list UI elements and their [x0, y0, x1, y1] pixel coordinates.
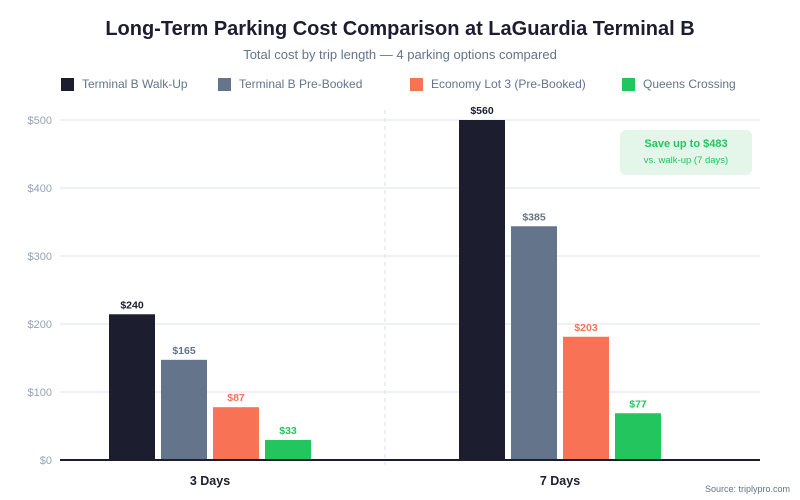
legend-label: Terminal B Pre-Booked: [239, 77, 363, 91]
data-label: $165: [172, 345, 196, 357]
bar: [109, 314, 155, 460]
legend-label: Terminal B Walk-Up: [82, 77, 188, 91]
data-label: $203: [574, 322, 598, 334]
bar: [459, 120, 505, 460]
data-label: $560: [470, 105, 494, 117]
legend-swatch: [61, 77, 74, 91]
bar: [265, 439, 311, 460]
y-tick-label: $500: [28, 115, 52, 127]
source-note: Source: triplypro.com: [704, 484, 790, 494]
legend-item-queens: Queens Crossing: [622, 77, 736, 91]
y-tick-label: $400: [28, 183, 52, 195]
data-label: $240: [120, 299, 144, 311]
legend-item-walk-up: Terminal B Walk-Up: [61, 77, 188, 91]
legend-swatch: [218, 77, 231, 91]
legend-swatch: [410, 77, 423, 91]
data-label: $385: [522, 211, 546, 223]
chart-subtitle: Total cost by trip length — 4 parking op…: [243, 47, 557, 62]
bar: [161, 359, 207, 460]
bar: [563, 336, 609, 460]
legend-label: Queens Crossing: [643, 77, 736, 91]
savings-subtitle: vs. walk-up (7 days): [643, 155, 729, 166]
x-tick-label: 3 Days: [190, 474, 230, 488]
legend-label: Economy Lot 3 (Pre-Booked): [431, 77, 586, 91]
savings-annotation: Save up to $483 vs. walk-up (7 days): [620, 130, 752, 175]
y-tick-label: $200: [28, 319, 52, 331]
y-tick-label: $0: [40, 455, 52, 467]
y-tick-label: $100: [28, 387, 52, 399]
data-label: $77: [629, 398, 647, 410]
bar: [615, 413, 661, 460]
bar: [213, 407, 259, 460]
x-tick-label: 7 Days: [540, 474, 580, 488]
data-label: $87: [227, 392, 245, 404]
data-label: $33: [279, 425, 297, 437]
legend-swatch: [622, 77, 635, 91]
legend-item-economy: Economy Lot 3 (Pre-Booked): [410, 77, 586, 91]
chart-title: Long-Term Parking Cost Comparison at LaG…: [105, 18, 695, 40]
legend-item-pre-booked: Terminal B Pre-Booked: [218, 77, 362, 91]
savings-title: Save up to $483: [644, 138, 728, 150]
bar: [511, 226, 557, 460]
y-tick-label: $300: [28, 251, 52, 263]
